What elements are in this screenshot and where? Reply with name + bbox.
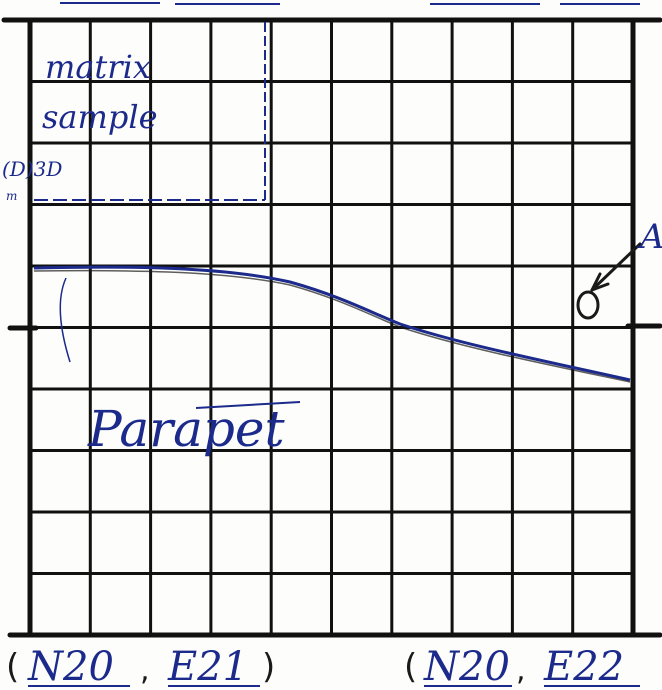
coord-left-east: E21 [167, 644, 248, 690]
depth-note-sub: m [6, 189, 17, 203]
coord-right-north: N20 [423, 644, 510, 690]
coord-left-open: ( [6, 647, 19, 687]
arrow-icon [590, 242, 642, 292]
edge-ticks [1, 17, 662, 638]
matrix-sample-label-line1: matrix [45, 48, 151, 86]
matrix-sample-box [34, 22, 266, 201]
parapet-profile-line [33, 265, 631, 382]
coord-left-close: ) [262, 647, 275, 687]
coord-left-north: N20 [27, 644, 114, 690]
coord-right-east: E22 [543, 644, 624, 690]
marker-letter-label: A [637, 217, 662, 257]
coordinate-bottom-right: ( N20 , E22 [404, 644, 640, 690]
coord-right-open: ( [404, 647, 417, 687]
coordinate-bottom-left: ( N20 , E21 ) [6, 644, 275, 690]
point-a-circle [576, 290, 600, 320]
top-edge-marks [60, 2, 640, 5]
grid-lines [30, 20, 633, 635]
parapet-edge-stroke [59, 277, 71, 363]
matrix-sample-label-line2: sample [42, 98, 158, 136]
parapet-profile-line-shadow [33, 269, 631, 383]
depth-note: (D)3D [2, 157, 62, 181]
parapet-label: Parapet [87, 400, 286, 458]
coord-left-sep: , [140, 653, 150, 688]
coord-right-sep: , [516, 653, 526, 688]
parapet-label-stroke [195, 401, 301, 409]
